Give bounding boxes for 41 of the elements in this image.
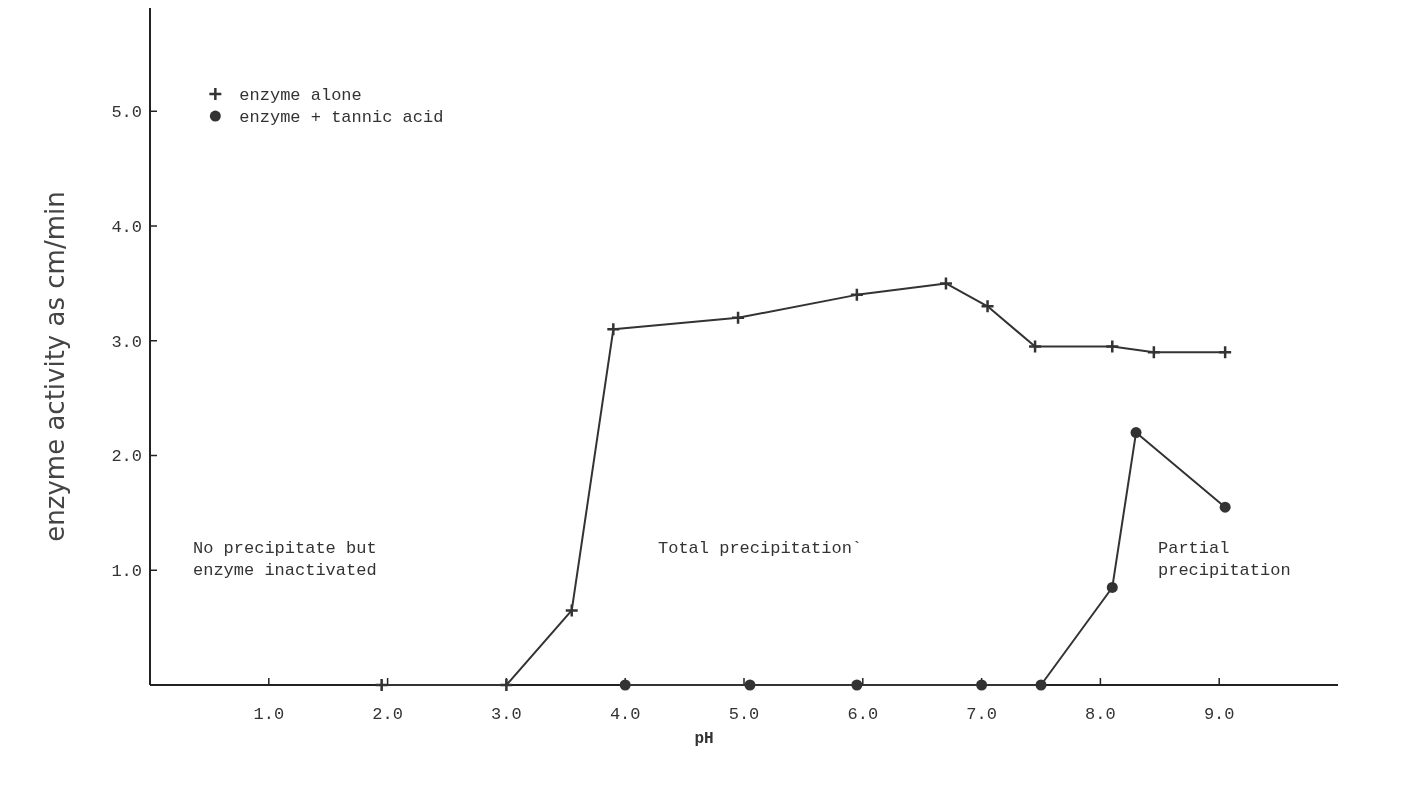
y-tick-label: 2.0 (111, 447, 142, 467)
x-tick-label: 7.0 (966, 705, 997, 724)
point (938, 276, 954, 291)
point (1217, 344, 1233, 360)
point (619, 679, 631, 691)
x-tick-label: 3.0 (491, 705, 522, 724)
y-tick-label: 3.0 (111, 332, 142, 352)
point (980, 299, 995, 314)
point (1219, 501, 1231, 513)
x-axis-title: pH (694, 730, 714, 748)
legend-label: enzyme + tannic acid (239, 108, 444, 128)
legend-label: enzyme alone (239, 86, 362, 106)
point (849, 287, 865, 303)
point (976, 679, 988, 691)
point (564, 603, 579, 618)
x-tick-label: 9.0 (1203, 705, 1235, 724)
y-tick-label: 4.0 (111, 217, 142, 237)
point (1027, 339, 1043, 354)
point (744, 679, 756, 691)
y-tick-label: 5.0 (111, 103, 142, 123)
x-tick-label: 1.0 (253, 705, 285, 724)
x-tick-label: 6.0 (847, 705, 879, 724)
y-tick-label: 1.0 (111, 562, 142, 582)
point (851, 679, 863, 691)
point (1130, 427, 1142, 439)
point (606, 322, 621, 337)
x-tick-label: 5.0 (728, 705, 760, 724)
point (499, 677, 514, 693)
point (1105, 339, 1120, 354)
y-axis-title: enzyme activity as cm/min (40, 191, 70, 542)
annotation: Partial precipitation (1158, 539, 1291, 580)
annotation: Total precipitation` (658, 539, 863, 558)
annotation: No precipitate but enzyme inactivated (193, 539, 377, 580)
x-tick-label: 8.0 (1085, 705, 1116, 724)
point (374, 677, 389, 693)
point (1106, 581, 1118, 593)
point (1146, 344, 1162, 360)
point (1035, 679, 1047, 691)
point (730, 310, 746, 326)
x-tick-label: 2.0 (372, 705, 403, 724)
x-tick-label: 4.0 (609, 705, 641, 724)
